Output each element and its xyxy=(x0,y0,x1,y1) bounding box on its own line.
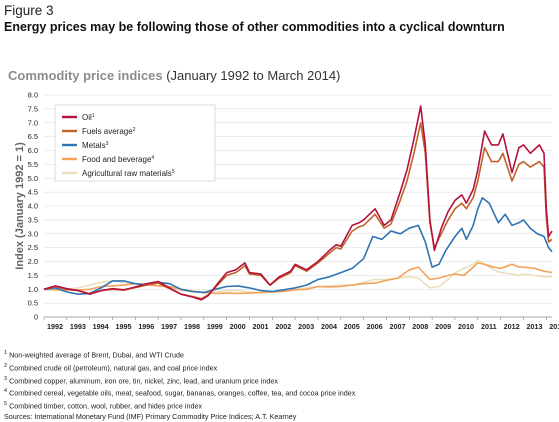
footnote-text: Combined cereal, vegetable oils, meat, s… xyxy=(9,388,356,398)
legend-series-name: Agricultural raw materials xyxy=(82,169,172,178)
x-tick-label: 2010 xyxy=(458,322,474,331)
y-tick-label: 4.0 xyxy=(28,202,38,211)
footnote-mark: 3 xyxy=(4,375,8,382)
footnote-mark: 5 xyxy=(4,401,8,408)
x-tick-label: 2000 xyxy=(230,322,246,331)
y-tick-label: 7.0 xyxy=(28,118,38,127)
series-line xyxy=(43,196,553,295)
legend-footnote-mark: 1 xyxy=(92,113,95,119)
x-tick-label: 1993 xyxy=(70,322,86,331)
x-tick-label: 1998 xyxy=(184,322,200,331)
x-tick-label: 1996 xyxy=(138,322,154,331)
y-tick-label: 8.0 xyxy=(28,91,38,100)
footnote-4: 4 Combined cereal, vegetable oils, meat,… xyxy=(4,386,355,399)
legend-series-name: Food and beverage xyxy=(82,155,152,164)
line-chart: 0 0.5 1.0 1.5 2.0 2.5 3.0 3.5 4.0 4.5 5.0 5.5 6.0 6.5… xyxy=(14,91,559,332)
y-tick-label: 6.5 xyxy=(28,132,38,141)
x-tick-label: 2003 xyxy=(298,322,314,331)
x-tick-label: 1999 xyxy=(207,322,223,331)
chart-heading-sub: (January 1992 to March 2014) xyxy=(166,68,341,83)
x-tick-label: 2008 xyxy=(412,322,428,331)
legend-footnote-mark: 5 xyxy=(172,169,175,175)
y-tick-label: 2.0 xyxy=(28,257,38,266)
footnote-2: 2 Combined crude oil (petroleum), natura… xyxy=(4,361,355,374)
y-tick-label: 0.5 xyxy=(28,299,38,308)
x-tick-label: 2012 xyxy=(504,322,520,331)
footnote-1: 1 Non-weighted average of Brent, Dubai, … xyxy=(4,348,355,361)
legend-label: Oil1 xyxy=(82,113,95,122)
legend-footnote-mark: 2 xyxy=(133,127,136,133)
x-tick-label: 2002 xyxy=(275,322,291,331)
legend-footnote-mark: 4 xyxy=(151,155,154,161)
chart-heading-main: Commodity price indices xyxy=(8,68,163,83)
x-tick-label: 2007 xyxy=(389,322,405,331)
y-tick-label: 3.0 xyxy=(28,229,38,238)
legend-label: Fuels average2 xyxy=(82,127,136,136)
x-tick-label: 1997 xyxy=(161,322,177,331)
footnote-5: 5 Combined timber, cotton, wool, rubber,… xyxy=(4,399,355,412)
y-tick-label: 5.5 xyxy=(28,160,38,169)
legend-label: Metals3 xyxy=(82,141,109,150)
sources: Sources: International Monetary Fund (IM… xyxy=(4,411,297,421)
y-tick-label: 5.0 xyxy=(28,174,38,183)
legend-series-name: Metals xyxy=(82,141,106,150)
x-axis: 1992 1993 1994 1995 1996 1997 1998 1999 2000 2001… xyxy=(43,317,559,331)
footnote-text: Combined crude oil (petroleum), natural … xyxy=(9,363,218,373)
legend-box xyxy=(54,104,216,182)
x-tick-label: 2006 xyxy=(367,322,383,331)
footnote-text: Combined copper, aluminum, iron ore, tin… xyxy=(9,375,278,385)
y-tick-label: 3.5 xyxy=(28,215,38,224)
legend-series-name: Oil xyxy=(82,113,92,122)
footnote-3: 3 Combined copper, aluminum, iron ore, t… xyxy=(4,374,355,387)
y-tick-label: 2.5 xyxy=(28,243,38,252)
y-axis: 0 0.5 1.0 1.5 2.0 2.5 3.0 3.5 4.0 4.5 5.0 5.5 6.0 6.5… xyxy=(28,91,38,322)
x-tick-label: 2001 xyxy=(252,322,268,331)
footnote-text: Non-weighted average of Brent, Dubai, an… xyxy=(9,350,185,360)
x-tick-label: 1994 xyxy=(93,322,109,331)
y-tick-label: 4.5 xyxy=(28,188,38,197)
y-tick-label: 1.0 xyxy=(28,285,38,294)
x-tick-label: 1995 xyxy=(115,322,131,331)
legend-series-name: Fuels average xyxy=(82,127,133,136)
footnote-mark: 1 xyxy=(4,350,8,356)
legend-label: Food and beverage4 xyxy=(82,155,154,164)
figure-label: Figure 3 xyxy=(4,3,54,18)
x-tick-label: 1992 xyxy=(47,322,63,331)
x-tick-label: 2005 xyxy=(344,322,360,331)
y-axis-label: Index (January 1992 = 1) xyxy=(14,142,26,270)
series-line xyxy=(43,105,553,301)
y-tick-label: 7.5 xyxy=(28,104,38,113)
y-tick-label: 0 xyxy=(34,313,38,322)
y-tick-label: 1.5 xyxy=(28,271,38,280)
legend-label: Agricultural raw materials5 xyxy=(82,169,175,178)
x-tick-label: 2013 xyxy=(526,322,542,331)
chart-heading: Commodity price indices (January 1992 to… xyxy=(8,68,340,83)
x-tick-label: 2011 xyxy=(481,322,497,331)
chart-series xyxy=(43,105,553,301)
footnote-text: Combined timber, cotton, wool, rubber, a… xyxy=(9,401,203,411)
x-tick-label: 2014 xyxy=(549,322,559,331)
chart-legend: Oil1 Fuels average2 Metals3 Food and bevera… xyxy=(54,104,216,182)
y-tick-label: 6.0 xyxy=(28,146,38,155)
figure-title: Energy prices may be following those of … xyxy=(4,20,505,34)
footnote-mark: 4 xyxy=(4,388,8,395)
x-tick-label: 2004 xyxy=(321,322,337,331)
footnotes: 1 Non-weighted average of Brent, Dubai, … xyxy=(4,348,355,422)
series-line xyxy=(43,122,553,300)
x-tick-label: 2009 xyxy=(435,322,451,331)
footnote-mark: 2 xyxy=(4,362,8,369)
legend-footnote-mark: 3 xyxy=(106,141,109,147)
